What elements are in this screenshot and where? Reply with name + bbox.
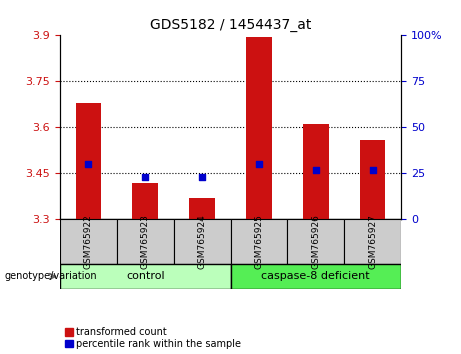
Title: GDS5182 / 1454437_at: GDS5182 / 1454437_at: [150, 18, 311, 32]
Bar: [132, 183, 158, 219]
Point: [312, 167, 319, 173]
Bar: [60, 219, 117, 264]
Point: [85, 161, 92, 167]
Bar: [287, 219, 344, 264]
Bar: [117, 219, 174, 264]
Text: GSM765925: GSM765925: [254, 215, 263, 269]
Point: [142, 174, 149, 180]
Bar: [360, 140, 385, 219]
Bar: [303, 124, 329, 219]
Bar: [230, 264, 401, 289]
Text: GSM765927: GSM765927: [368, 215, 377, 269]
Text: GSM765922: GSM765922: [84, 215, 93, 269]
Text: control: control: [126, 272, 165, 281]
Bar: [174, 219, 230, 264]
Bar: [189, 198, 215, 219]
Bar: [246, 37, 272, 219]
Text: caspase-8 deficient: caspase-8 deficient: [261, 272, 370, 281]
Bar: [230, 219, 287, 264]
Text: genotype/variation: genotype/variation: [5, 272, 97, 281]
Legend: transformed count, percentile rank within the sample: transformed count, percentile rank withi…: [65, 327, 242, 349]
Point: [255, 161, 263, 167]
Bar: [76, 103, 101, 219]
Text: GSM765924: GSM765924: [198, 215, 207, 269]
Bar: [344, 219, 401, 264]
Bar: [60, 264, 230, 289]
Text: GSM765923: GSM765923: [141, 215, 150, 269]
Point: [198, 174, 206, 180]
Point: [369, 167, 376, 173]
Text: GSM765926: GSM765926: [311, 215, 320, 269]
